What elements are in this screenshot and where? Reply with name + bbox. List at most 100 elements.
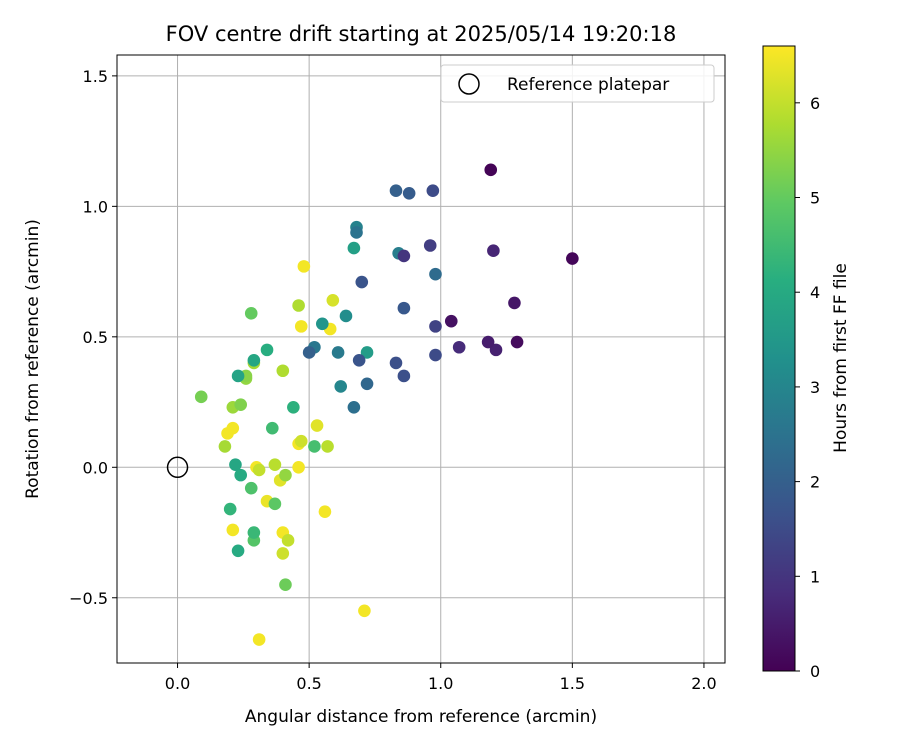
reference-marker [166,456,189,479]
data-point [397,301,411,315]
data-point [292,299,305,312]
data-point [234,468,248,482]
data-point [252,633,266,646]
data-point [310,419,324,432]
data-point [352,354,366,367]
data-point [244,307,258,320]
data-point [347,400,361,414]
y-tick-label: 0.5 [83,328,108,347]
colorbar-tick-label: 4 [810,283,820,302]
data-point [350,226,363,239]
colorbar: 0 1 2 3 4 5 6 Hours from first FF file [762,45,851,681]
data-point [429,320,442,333]
x-tick-label: 1.0 [428,674,453,693]
data-point [334,380,348,393]
data-point [276,547,290,560]
data-point [265,421,279,435]
data-point [276,364,290,378]
data-point [426,184,440,197]
data-points [166,163,579,646]
data-point [347,241,361,255]
data-point [484,163,498,177]
colorbar-tick-label: 5 [810,189,820,208]
data-point [360,377,374,391]
data-point [218,440,232,453]
y-tick-label: 1.5 [83,67,108,86]
colorbar-tick-label: 0 [810,662,820,681]
colorbar-tick-label: 6 [810,94,820,113]
data-point [321,440,334,453]
data-point [268,458,282,471]
data-point [429,267,442,281]
data-point [326,293,340,307]
colorbar-tick-label: 3 [810,378,820,397]
data-point [268,497,282,511]
data-point [279,468,292,482]
data-point [402,187,416,200]
data-point [194,390,208,404]
data-point [226,421,240,435]
x-tick-label: 2.0 [691,674,716,693]
data-point [508,296,521,310]
data-point [389,356,403,370]
data-point [389,184,403,197]
y-axis-label: Rotation from reference (arcmin) [23,219,43,499]
x-tick-label: 0.5 [296,674,321,693]
data-point [294,320,308,333]
data-point [423,239,437,252]
data-point [444,314,458,328]
colorbar-label: Hours from first FF file [831,263,851,453]
data-point [231,544,245,558]
data-point [397,369,411,383]
data-point [260,343,274,357]
y-axis-ticks: −0.5 0.0 0.5 1.0 1.5 [69,67,117,608]
data-point [429,348,442,362]
data-point [234,398,248,411]
x-axis-label: Angular distance from reference (arcmin) [245,707,597,727]
data-point [355,275,369,289]
x-axis-ticks: 0.0 0.5 1.0 1.5 2.0 [165,663,717,693]
y-tick-label: 0.0 [83,458,108,477]
x-tick-label: 0.0 [165,674,190,693]
data-point [244,481,258,495]
colorbar-ticks: 0 1 2 3 4 5 6 [795,94,820,681]
colorbar-tick-label: 2 [810,473,820,492]
data-point [510,335,524,349]
data-point [279,578,292,592]
colorbar-gradient [762,45,796,672]
data-point [294,434,308,448]
data-point [489,343,503,357]
data-point [339,309,353,323]
data-point [247,526,261,539]
data-point [287,400,300,414]
chart-title: FOV centre drift starting at 2025/05/14 … [166,22,677,46]
data-point [566,252,579,265]
grid [117,55,725,663]
legend-box [440,64,715,103]
legend-reference-label: Reference platepar [507,75,669,95]
data-point [360,346,374,359]
y-tick-label: 1.0 [83,197,108,216]
data-point [452,340,466,354]
data-point [331,346,345,359]
data-point [281,534,295,547]
data-point [315,317,329,331]
data-point [229,458,242,471]
colorbar-tick-label: 1 [810,567,820,586]
legend: Reference platepar [440,64,715,103]
data-point [231,369,245,383]
data-point [308,440,321,453]
data-point [247,354,261,367]
data-point [397,249,411,263]
data-point [302,346,316,359]
data-point [252,463,266,477]
legend-reference-marker [458,73,480,95]
data-point [297,260,311,273]
data-point [292,460,305,474]
x-tick-label: 1.5 [560,674,585,693]
data-point [487,244,500,258]
y-tick-label: −0.5 [69,589,108,608]
data-point [318,505,332,518]
data-point [481,335,495,349]
